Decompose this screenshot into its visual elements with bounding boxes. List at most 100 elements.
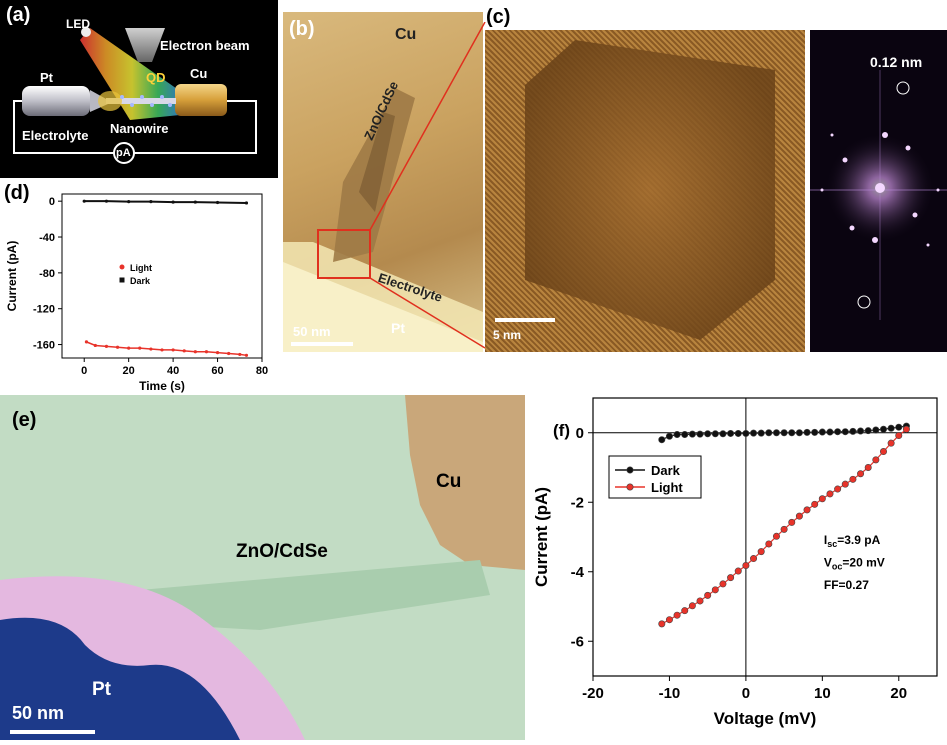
data-point-light: [841, 480, 849, 488]
scale-bar-e: [10, 730, 95, 734]
fft-spacing-label: 0.12 nm: [870, 54, 923, 70]
data-point-dark: [895, 423, 903, 431]
data-point-light: [711, 586, 719, 594]
data-point-light: [780, 525, 788, 533]
data-point-light: [811, 500, 819, 508]
panel-c-label: (c): [486, 6, 511, 28]
data-point-light: [834, 485, 842, 493]
plot-frame: [592, 397, 938, 677]
y-tick-label: 0: [576, 425, 584, 442]
data-point-dark: [127, 200, 131, 204]
data-point-light: [182, 349, 186, 353]
data-point-light: [227, 351, 231, 356]
data-point-dark: [826, 428, 834, 436]
data-point-dark: [734, 429, 742, 437]
data-point-light: [857, 470, 865, 478]
x-tick-label: 0: [81, 365, 87, 377]
data-point-dark: [834, 428, 842, 436]
data-point-light: [788, 518, 796, 526]
y-axis-label: Current (pA): [5, 241, 19, 312]
data-point-light: [826, 490, 834, 498]
x-tick-label: 0: [742, 685, 750, 702]
crystal-particle: [525, 40, 775, 340]
fft-drawing: [810, 70, 947, 320]
data-point-dark: [704, 430, 712, 438]
data-point-dark: [803, 428, 811, 436]
y-tick-label: -6: [571, 633, 584, 650]
x-axis-label: Time (s): [139, 379, 185, 393]
panel-a-label: (a): [6, 4, 31, 26]
series-line-dark: [84, 200, 247, 204]
cu-label-b: Cu: [395, 26, 417, 43]
data-point-light: [138, 346, 142, 350]
data-point-light: [688, 602, 696, 610]
data-point-dark: [719, 430, 727, 438]
panel-b-tem-image: (b) Cu ZnO/CdSe Electrolyte Pt 50 nm: [283, 12, 483, 352]
data-point-light: [673, 611, 681, 619]
series-line-light: [86, 341, 247, 357]
annotation-voc: Voc=20 mV: [824, 556, 885, 572]
legend-marker-dark: [119, 277, 125, 283]
data-point-dark: [82, 199, 86, 203]
x-tick-label: 40: [167, 365, 179, 377]
legend-label-dark: Dark: [651, 463, 681, 478]
tem-e-drawing: [0, 395, 525, 740]
data-point-dark: [887, 424, 895, 432]
data-point-dark: [841, 428, 849, 436]
data-point-light: [681, 607, 689, 615]
wire-label-e: ZnO/CdSe: [236, 541, 328, 562]
y-tick-label: -80: [39, 268, 55, 280]
data-point-light: [193, 350, 197, 354]
zoom-lines: [369, 22, 486, 349]
qd-label: QD: [146, 70, 166, 85]
fft-spot-marker-top: [896, 81, 910, 95]
data-point-light: [727, 574, 735, 582]
data-point-dark: [742, 429, 750, 437]
data-point-light: [658, 620, 666, 628]
data-point-dark: [765, 429, 773, 437]
data-point-light: [772, 532, 780, 540]
nanowire-region: [140, 560, 490, 630]
annotation-isc: Isc=3.9 pA: [824, 533, 881, 549]
plot-frame: [61, 193, 263, 359]
electrolyte-drop: [98, 91, 122, 111]
pt-label: Pt: [40, 70, 53, 85]
y-tick-label: -160: [33, 340, 55, 352]
data-point-light: [160, 348, 164, 352]
x-tick-label: -20: [582, 685, 604, 702]
circuit-wire-left: [13, 100, 114, 154]
cu-label-e: Cu: [436, 471, 462, 492]
data-point-dark: [673, 430, 681, 438]
data-point-dark: [879, 425, 887, 433]
data-point-light: [818, 495, 826, 503]
data-point-light: [803, 506, 811, 514]
panel-d-chart: 0 20 40 60 80 0 -40 -80 -120 -160 Time (s) Current …: [0, 180, 280, 395]
data-point-dark: [696, 430, 704, 438]
data-point-light: [93, 343, 97, 348]
scale-label-b: 50 nm: [293, 324, 331, 339]
panel-a-schematic: (a) LED Electron beam Pt QD Cu Electroly…: [0, 0, 278, 178]
data-point-dark: [681, 430, 689, 438]
fft-pattern: 0.12 nm: [810, 30, 947, 352]
data-point-dark: [818, 428, 826, 436]
y-tick-label: -2: [571, 494, 584, 511]
data-point-light: [757, 548, 765, 556]
scale-bar-b: [291, 342, 353, 346]
y-tick-label: -4: [571, 564, 585, 581]
data-point-dark: [788, 429, 796, 437]
pt-label-e: Pt: [92, 679, 111, 700]
data-point-light: [84, 340, 89, 344]
zoom-box: [317, 229, 371, 279]
panel-c-hrtem-image: 5 nm: [485, 30, 805, 352]
data-point-dark: [772, 429, 780, 437]
data-point-dark: [665, 432, 673, 440]
data-point-dark: [757, 429, 765, 437]
data-point-light: [734, 567, 742, 575]
scale-bar-c: [495, 318, 555, 322]
panel-f-label: (f): [553, 421, 570, 440]
y-axis-label: Current (pA): [532, 487, 551, 587]
data-point-dark: [727, 429, 735, 437]
electrolyte-label: Electrolyte: [22, 128, 89, 143]
fft-spot-marker-bottom: [857, 295, 871, 309]
panel-e-label: (e): [12, 409, 37, 431]
